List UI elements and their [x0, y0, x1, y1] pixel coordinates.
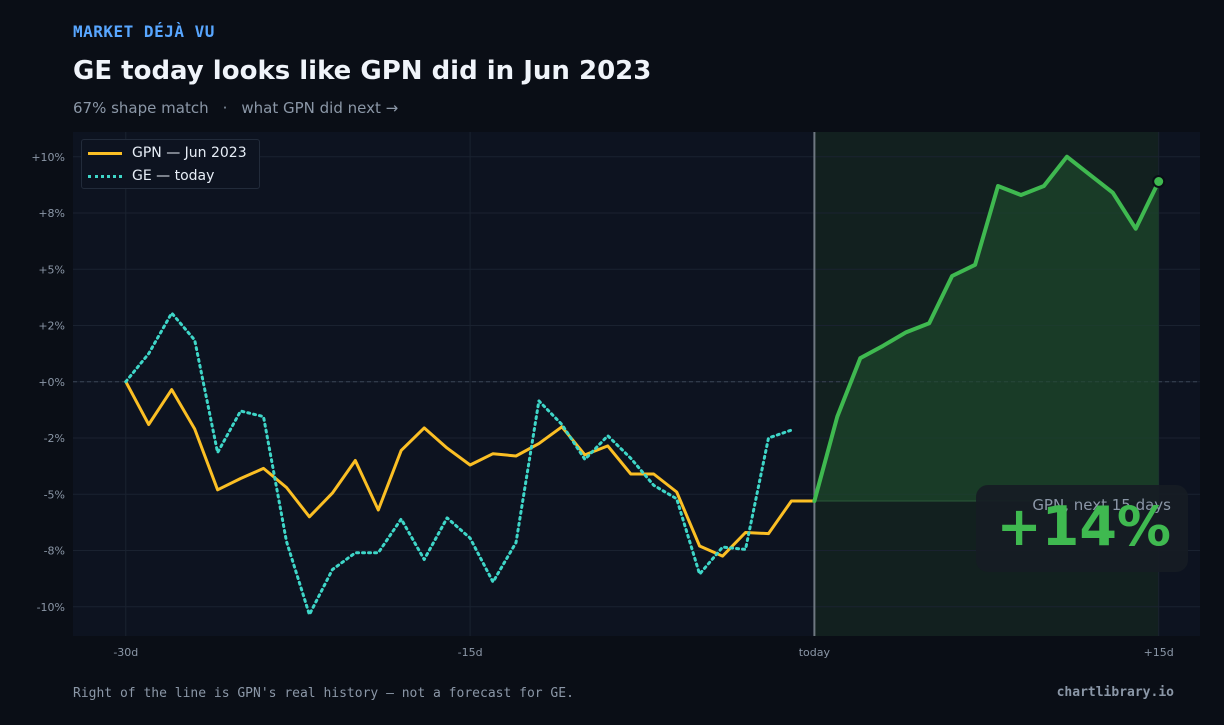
- legend-item-ge: GE — today: [88, 165, 214, 187]
- x-tick-label: -30d: [113, 646, 138, 659]
- y-tick-label: +5%: [38, 263, 65, 276]
- y-tick-label: +8%: [38, 207, 65, 220]
- brand-link[interactable]: chartlibrary.io: [1056, 685, 1174, 700]
- page-title: GE today looks like GPN did in Jun 2023: [73, 56, 652, 86]
- ge-today-line: [124, 311, 793, 617]
- y-tick-label: -5%: [44, 488, 65, 501]
- callout-value: +14%: [996, 495, 1172, 558]
- x-tick-label: +15d: [1144, 646, 1174, 659]
- legend: GPN — Jun 2023 GE — today: [81, 139, 260, 189]
- legend-swatch-ge: [88, 174, 122, 178]
- result-callout: GPN, next 15 days +14%: [976, 485, 1188, 572]
- legend-swatch-gpn: [88, 151, 122, 155]
- subtitle-separator: ·: [222, 99, 228, 117]
- x-tick-label: -15d: [458, 646, 483, 659]
- y-tick-label: -8%: [44, 545, 65, 558]
- y-tick-label: -2%: [44, 432, 65, 445]
- kicker: MARKET DÉJÀ VU: [73, 22, 215, 41]
- y-tick-label: +2%: [38, 320, 65, 333]
- legend-item-gpn: GPN — Jun 2023: [88, 142, 247, 164]
- shape-match-text: 67% shape match: [73, 99, 209, 117]
- gpn-past-line: [124, 380, 816, 558]
- subtitle: 67% shape match · what GPN did next →: [73, 99, 398, 117]
- gpn-future-line: [812, 154, 1161, 503]
- gpn-future-area: [814, 156, 1159, 501]
- callout-caption: GPN, next 15 days: [1032, 496, 1171, 514]
- gpn-end-point: [1152, 175, 1166, 188]
- legend-label-ge: GE — today: [132, 168, 215, 184]
- x-tick-label: today: [799, 646, 831, 659]
- y-tick-label: +10%: [31, 151, 65, 164]
- legend-label-gpn: GPN — Jun 2023: [132, 145, 247, 161]
- what-next-link[interactable]: what GPN did next →: [241, 99, 399, 117]
- y-tick-label: +0%: [38, 376, 65, 389]
- footnote: Right of the line is GPN's real history …: [73, 686, 574, 701]
- y-tick-label: -10%: [37, 601, 65, 614]
